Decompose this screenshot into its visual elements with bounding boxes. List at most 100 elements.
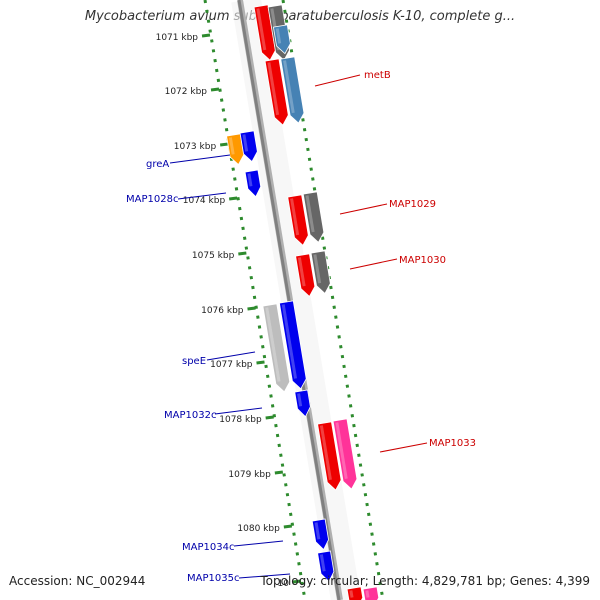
metb-gene-label: metB: [364, 70, 391, 81]
gene-arrow-highlight: [283, 60, 295, 114]
gene-arrow-highlight: [319, 425, 332, 481]
ruler-tick-label: 1080 kbp: [237, 524, 280, 534]
gene-arrow-body: [244, 169, 262, 198]
ruler-tick: [228, 196, 238, 201]
map1033-gene-arrow: [332, 418, 358, 490]
gene-arrow: [272, 24, 291, 55]
gene-arrow-highlight: [290, 198, 300, 236]
map1033-leader-line: [379, 442, 428, 453]
map1034c-leader-line: [233, 540, 284, 547]
gene-arrow-body: [310, 250, 331, 295]
spee-leader-line: [206, 351, 256, 361]
map1030-gene-label: MAP1030: [399, 255, 446, 266]
gene-arrow-body: [317, 550, 335, 583]
grea-leader-line: [169, 154, 231, 164]
gene-arrow-highlight: [365, 590, 370, 598]
gene-arrow-body: [332, 418, 358, 490]
ruler-tick-label: 1072 kbp: [165, 87, 208, 97]
grea-gene-arrow: [239, 130, 258, 163]
gene-arrow: [362, 586, 380, 600]
gene-arrow-body: [295, 253, 316, 298]
gene-arrow-body: [311, 518, 329, 551]
metb-leader-line: [314, 74, 361, 87]
map1029-gene-arrow: [287, 194, 309, 246]
gene-arrow-highlight: [335, 422, 348, 480]
gene-arrow-highlight: [267, 62, 280, 116]
accession-label: Accession: NC_002944: [9, 574, 146, 588]
ruler-tick: [238, 251, 247, 256]
ruler-tick-label: 1076 kbp: [201, 306, 244, 316]
ruler-tick: [274, 470, 284, 475]
ruler-tick: [247, 306, 256, 311]
map1029-gene-arrow: [302, 191, 325, 243]
gene-arrow-highlight: [242, 134, 249, 152]
gene-arrow-highlight: [297, 393, 303, 407]
gene-arrow-body: [272, 24, 291, 55]
gene-arrow-highlight: [297, 257, 306, 287]
ruler-line-left: [203, 0, 307, 600]
map1030-leader-line: [349, 258, 398, 270]
ruler-tick: [201, 33, 211, 38]
gene-arrow-body: [239, 130, 258, 163]
ruler-tick-label: 1074 kbp: [183, 196, 226, 206]
ruler-tick-label: 10: [278, 579, 290, 589]
gene-arrow-body: [294, 389, 311, 418]
spee-gene-arrow: [262, 303, 291, 393]
ruler-tick-label: 1073 kbp: [174, 142, 217, 152]
ruler-tick-label: 1071 kbp: [156, 33, 199, 43]
gene-arrow-body: [362, 586, 380, 600]
gene-arrow-highlight: [265, 307, 281, 382]
gene-arrow-body: [226, 133, 245, 166]
grea-gene-label: greA: [146, 159, 169, 170]
ruler-tick-label: 1079 kbp: [228, 470, 271, 480]
gene-arrow-highlight: [228, 137, 235, 155]
map1028c-gene-label: MAP1028c: [126, 194, 178, 205]
ruler-tick: [283, 524, 293, 529]
map1032c-gene-label: MAP1032c: [164, 410, 216, 421]
ruler-tick: [256, 360, 265, 365]
map1035c-leader-line: [238, 573, 291, 579]
map1030-gene-arrow: [295, 253, 316, 298]
map1034c-gene-label: MAP1034c: [182, 542, 234, 553]
gene-arrow-highlight: [319, 554, 326, 572]
gene-arrow-highlight: [349, 590, 354, 598]
sequence-backbone: [237, 0, 341, 600]
map1033-gene-arrow: [317, 421, 342, 491]
gene-arrow-body: [317, 421, 342, 491]
metb-gene-arrow: [280, 56, 305, 124]
map1028c-gene-arrow: [244, 169, 262, 198]
gene-arrow-highlight: [305, 195, 315, 233]
map1032c-leader-line: [214, 407, 263, 415]
map1035c-gene-arrow: [317, 550, 335, 583]
gene-arrow-highlight: [256, 8, 267, 51]
ruler-tick: [292, 579, 302, 584]
gene-arrow-highlight: [314, 522, 321, 540]
map1035c-gene-label: MAP1035c: [187, 573, 239, 584]
gene-arrow-body: [302, 191, 325, 243]
gene-arrow-body: [287, 194, 309, 246]
metb-gene-arrow: [264, 58, 289, 126]
gene-arrow-body: [264, 58, 289, 126]
map1029-leader-line: [339, 203, 388, 215]
ruler-tick-label: 1078 kbp: [219, 415, 262, 425]
ruler-tick: [210, 87, 220, 92]
grea-gene-arrow: [226, 133, 245, 166]
gene-arrow-highlight: [247, 173, 253, 187]
gene-arrow-body: [346, 586, 364, 600]
map1030-gene-arrow: [310, 250, 331, 295]
map1028c-leader-line: [177, 192, 227, 200]
spee-gene-label: speE: [182, 356, 206, 367]
gene-arrow: [346, 586, 364, 600]
spee-gene-arrow: [278, 300, 307, 390]
genome-summary: Topology: circular; Length: 4,829,781 bp…: [260, 574, 590, 588]
gene-arrow-body: [278, 300, 307, 390]
map-title: Mycobacterium avium subsp. paratuberculo…: [84, 9, 516, 24]
map1033-gene-label: MAP1033: [429, 438, 476, 449]
ruler-tick: [265, 415, 274, 420]
gene-arrow-body: [280, 56, 305, 124]
ruler-tick: [219, 142, 229, 147]
ruler-tick-label: 1077 kbp: [210, 360, 253, 370]
map1029-gene-label: MAP1029: [389, 199, 436, 210]
